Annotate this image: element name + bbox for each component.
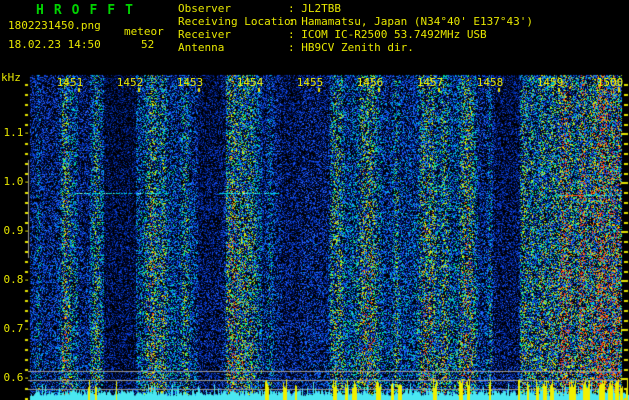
- info-label: Antenna: [178, 41, 225, 54]
- info-separator: :: [288, 41, 302, 54]
- time-label-1457: 1457: [416, 76, 444, 89]
- freq-label-1.1: 1.1-: [3, 126, 31, 139]
- info-separator: :: [288, 2, 302, 15]
- timestamp: 18.02.23 14:50: [8, 38, 101, 51]
- mode-label: meteor: [124, 25, 164, 38]
- station-info-panel: Observer: JL2TBB Receiving Location: Hama…: [178, 2, 533, 54]
- info-row-1: Receiving Location: Hamamatsu, Japan (N3…: [178, 15, 533, 28]
- freq-label-0.8: 0.8-: [3, 273, 31, 286]
- info-row-0: Observer: JL2TBB: [178, 2, 533, 15]
- freq-label-1.0: 1.0-: [3, 175, 31, 188]
- time-label-1456: 1456: [356, 76, 384, 89]
- info-label: Receiving Location: [178, 15, 298, 28]
- freq-label-0.6: 0.6-: [3, 371, 31, 384]
- info-separator: :: [288, 28, 302, 41]
- info-value: ICOM IC-R2500 53.7492MHz USB: [301, 28, 487, 41]
- info-row-3: Antenna: HB9CV Zenith dir.: [178, 41, 533, 54]
- app-title: HROFFT: [36, 3, 143, 18]
- time-label-1452: 1452: [116, 76, 144, 89]
- time-label-1453: 1453: [176, 76, 204, 89]
- time-label-1455: 1455: [296, 76, 324, 89]
- info-separator: :: [288, 15, 302, 28]
- meteor-count: 52: [141, 38, 155, 51]
- time-label-1500: 1500: [596, 76, 624, 89]
- info-value: JL2TBB: [301, 2, 341, 15]
- time-label-1459: 1459: [536, 76, 564, 89]
- info-label: Observer: [178, 2, 231, 15]
- info-value: HB9CV Zenith dir.: [301, 41, 414, 54]
- info-row-2: Receiver: ICOM IC-R2500 53.7492MHz USB: [178, 28, 533, 41]
- time-label-1454: 1454: [236, 76, 264, 89]
- freq-unit-label: kHz: [1, 71, 21, 84]
- info-value: Hamamatsu, Japan (N34°40' E137°43'): [301, 15, 534, 28]
- time-label-1451: 1451: [56, 76, 84, 89]
- time-label-1458: 1458: [476, 76, 504, 89]
- freq-label-0.7: 0.7-: [3, 322, 31, 335]
- output-filename: 1802231450.png: [8, 19, 101, 32]
- freq-label-0.9: 0.9-: [3, 224, 31, 237]
- info-label: Receiver: [178, 28, 231, 41]
